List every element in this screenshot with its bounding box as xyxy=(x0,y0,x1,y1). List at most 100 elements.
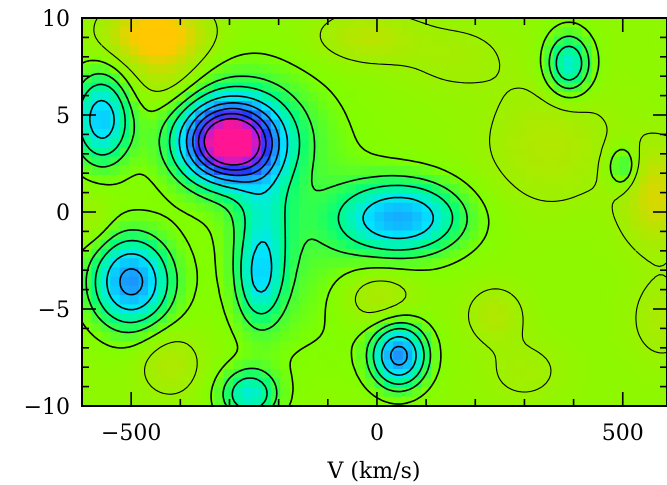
heatmap-cell xyxy=(459,184,470,195)
heatmap-cell xyxy=(336,156,347,167)
heatmap-cell xyxy=(138,54,149,65)
heatmap-cell xyxy=(195,36,206,47)
heatmap-cell xyxy=(525,73,536,84)
heatmap-cell xyxy=(242,276,253,287)
heatmap-cell xyxy=(270,221,281,232)
heatmap-cell xyxy=(365,295,376,305)
heatmap-cell xyxy=(468,221,479,232)
heatmap-cell xyxy=(148,221,159,232)
heatmap-cell xyxy=(176,369,187,379)
heatmap-cell xyxy=(110,128,121,139)
heatmap-cell xyxy=(129,350,140,361)
heatmap-cell xyxy=(412,258,423,269)
heatmap-cell xyxy=(223,369,234,379)
heatmap-cell xyxy=(600,295,611,305)
heatmap-cell xyxy=(214,202,225,213)
heatmap-cell xyxy=(516,387,527,398)
heatmap-cell xyxy=(563,332,574,342)
heatmap-cell xyxy=(544,119,555,130)
heatmap-cell xyxy=(204,138,215,148)
heatmap-cell xyxy=(110,267,121,278)
heatmap-cell xyxy=(516,184,527,195)
heatmap-cell xyxy=(534,267,545,278)
heatmap-cell xyxy=(299,36,310,47)
heatmap-cell xyxy=(374,54,385,65)
heatmap-cell xyxy=(251,258,262,269)
heatmap-cell xyxy=(582,27,593,38)
heatmap-cell xyxy=(336,341,347,352)
heatmap-cell xyxy=(365,332,376,342)
heatmap-cell xyxy=(431,110,442,121)
heatmap-cell xyxy=(525,101,536,111)
heatmap-cell xyxy=(534,276,545,287)
heatmap-cell xyxy=(657,147,667,158)
heatmap-cell xyxy=(82,91,93,102)
heatmap-cell xyxy=(487,396,498,406)
heatmap-cell xyxy=(525,18,536,28)
heatmap-cell xyxy=(185,54,196,65)
heatmap-cell xyxy=(582,119,593,130)
heatmap-cell xyxy=(487,341,498,352)
heatmap-cell xyxy=(129,54,140,65)
heatmap-cell xyxy=(214,147,225,158)
heatmap-cell xyxy=(223,285,234,296)
heatmap-cell xyxy=(365,138,376,148)
heatmap-cell xyxy=(336,304,347,315)
heatmap-cell xyxy=(383,369,394,379)
heatmap-cell xyxy=(638,128,649,139)
heatmap-cell xyxy=(582,239,593,250)
heatmap-cell xyxy=(374,285,385,296)
heatmap-cell xyxy=(525,45,536,56)
heatmap-cell xyxy=(648,82,659,93)
heatmap-cell xyxy=(516,267,527,278)
heatmap-cell xyxy=(232,147,244,158)
heatmap-cell xyxy=(251,82,262,93)
heatmap-cell xyxy=(600,304,611,315)
heatmap-cell xyxy=(299,369,310,379)
heatmap-cell xyxy=(157,27,168,38)
heatmap-cell xyxy=(459,45,470,56)
heatmap-cell xyxy=(610,110,621,121)
heatmap-cell xyxy=(402,387,413,398)
heatmap-cell xyxy=(516,54,527,65)
heatmap-cell xyxy=(544,285,555,296)
heatmap-cell xyxy=(223,110,234,121)
heatmap-cell xyxy=(204,350,215,361)
heatmap-cell xyxy=(223,156,234,167)
heatmap-cell xyxy=(497,18,508,28)
heatmap-cell xyxy=(157,82,168,93)
heatmap-cell xyxy=(129,258,140,269)
heatmap-cell xyxy=(572,332,583,342)
heatmap-cell xyxy=(176,378,187,389)
heatmap-cell xyxy=(232,193,244,204)
heatmap-cell xyxy=(534,202,545,213)
heatmap-cell xyxy=(544,313,555,324)
heatmap-cell xyxy=(100,378,111,389)
heatmap-cell xyxy=(185,295,196,305)
heatmap-cell xyxy=(610,304,621,315)
heatmap-cell xyxy=(355,221,366,232)
heatmap-cell xyxy=(195,295,206,305)
heatmap-cell xyxy=(204,276,215,287)
heatmap-cell xyxy=(261,378,272,389)
heatmap-cell xyxy=(421,212,432,222)
heatmap-cell xyxy=(289,184,300,195)
heatmap-cell xyxy=(195,378,206,389)
heatmap-cell xyxy=(402,165,413,176)
heatmap-cell xyxy=(299,332,310,342)
heatmap-cell xyxy=(346,295,357,305)
heatmap-cell xyxy=(553,267,564,278)
heatmap-cell xyxy=(402,212,413,222)
heatmap-cell xyxy=(383,341,394,352)
heatmap-cell xyxy=(346,27,357,38)
heatmap-cell xyxy=(525,248,536,259)
heatmap-cell xyxy=(506,295,517,305)
heatmap-cell xyxy=(421,156,432,167)
heatmap-cell xyxy=(223,212,234,222)
heatmap-cell xyxy=(563,267,574,278)
heatmap-cell xyxy=(629,276,640,287)
heatmap-cell xyxy=(242,378,253,389)
heatmap-cell xyxy=(468,119,479,130)
solid-contour xyxy=(192,107,273,177)
heatmap-cell xyxy=(214,230,225,241)
